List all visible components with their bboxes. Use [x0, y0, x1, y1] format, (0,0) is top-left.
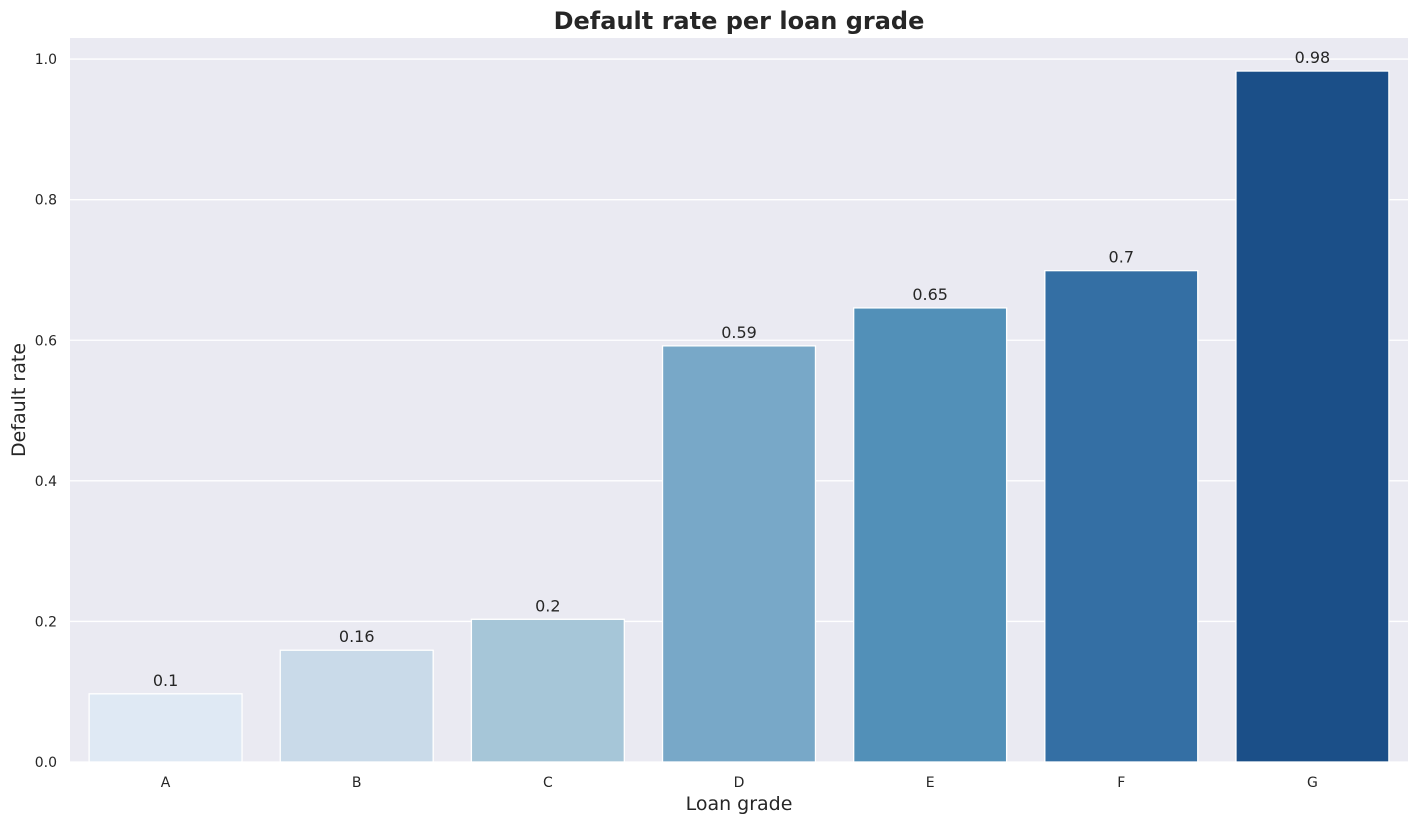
x-tick-label: D — [734, 775, 745, 791]
bar-g — [1235, 70, 1390, 763]
x-tick-label: A — [161, 775, 171, 791]
chart-title: Default rate per loan grade — [554, 7, 925, 35]
data-label-b: 0.16 — [339, 627, 375, 646]
data-label-a: 0.1 — [153, 671, 178, 690]
bar-e — [853, 307, 1008, 763]
y-tick-label: 0.8 — [35, 193, 57, 209]
y-tick-label: 0.4 — [35, 474, 57, 490]
y-tick-label: 0.6 — [35, 333, 57, 349]
bar-a — [88, 693, 243, 763]
y-tick-label: 0.0 — [35, 755, 57, 771]
bars — [88, 70, 1390, 763]
data-label-c: 0.2 — [535, 596, 560, 615]
y-axis-label: Default rate — [8, 343, 30, 457]
x-tick-label: B — [352, 775, 362, 791]
data-label-f: 0.7 — [1109, 248, 1134, 267]
y-axis-ticks: 0.0 0.2 0.4 0.6 0.8 1.0 — [35, 52, 57, 771]
x-tick-label: F — [1117, 775, 1125, 791]
x-axis-ticks: A B C D E F G — [161, 775, 1318, 791]
data-label-e: 0.65 — [912, 285, 948, 304]
data-label-d: 0.59 — [721, 323, 757, 342]
bar-c — [470, 618, 625, 763]
y-tick-label: 0.2 — [35, 614, 57, 630]
bar-f — [1044, 270, 1199, 763]
x-tick-label: C — [543, 775, 553, 791]
x-tick-label: G — [1307, 775, 1318, 791]
bar-d — [661, 345, 817, 763]
x-tick-label: E — [926, 775, 935, 791]
bar-b — [279, 649, 434, 763]
x-axis-label: Loan grade — [686, 793, 793, 815]
y-tick-label: 1.0 — [35, 52, 57, 68]
data-labels: 0.1 0.16 0.2 0.59 0.65 0.7 0.98 — [153, 48, 1330, 690]
data-label-g: 0.98 — [1295, 48, 1331, 67]
